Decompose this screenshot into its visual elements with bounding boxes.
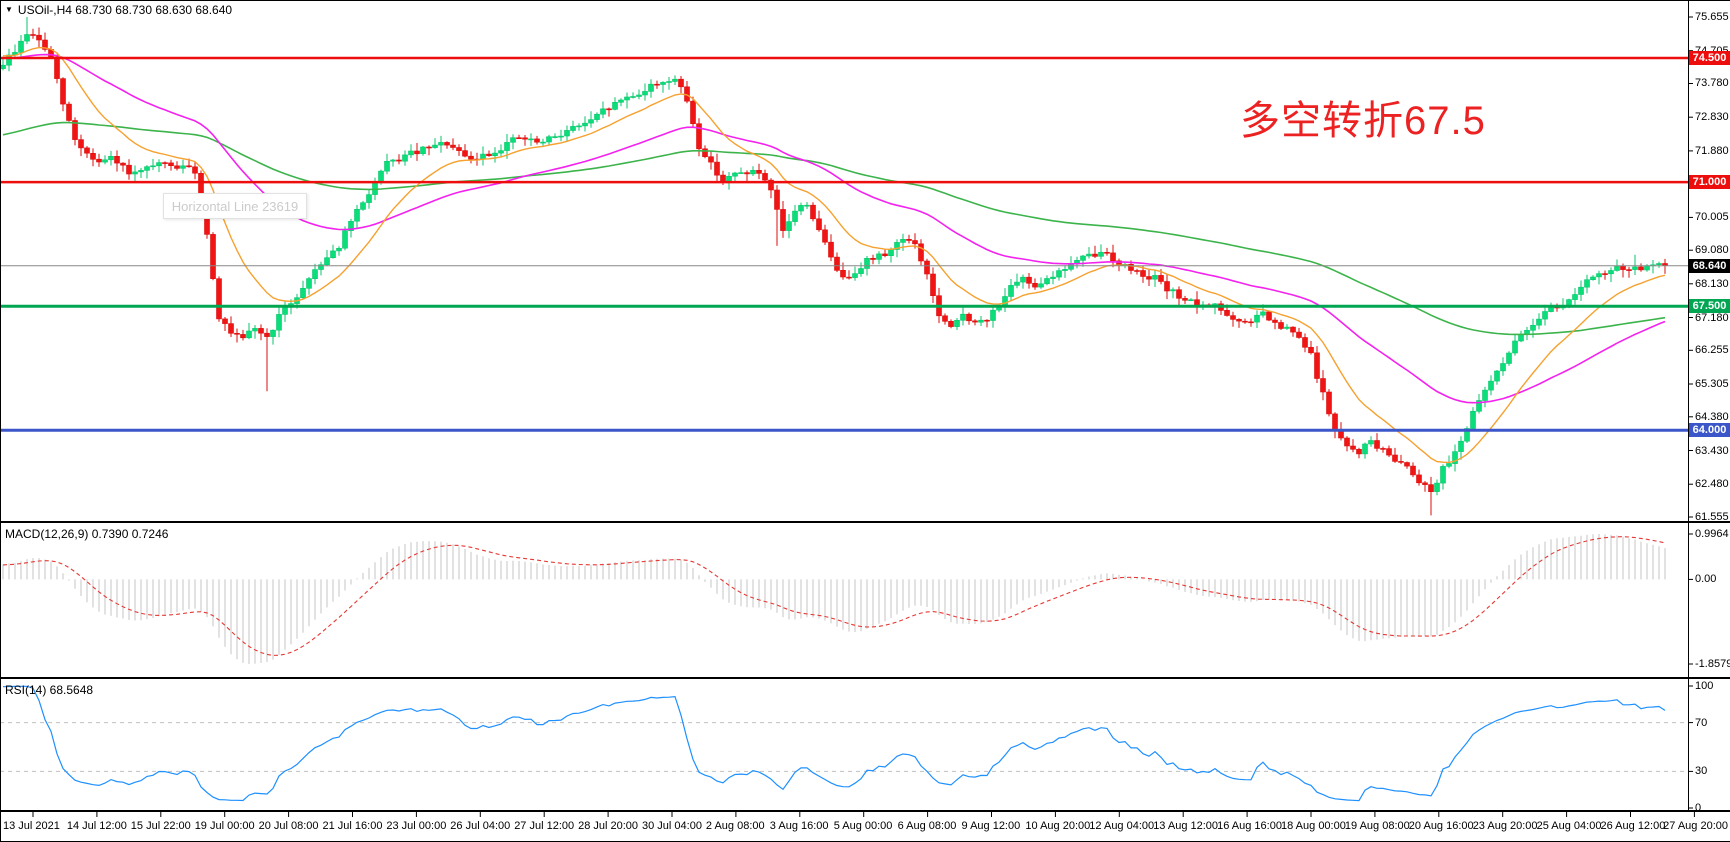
price-level-tag: 67.500 [1689, 299, 1730, 314]
time-tick-label: 9 Aug 12:00 [961, 820, 1021, 832]
price-tick-label: 62.480 [1695, 478, 1729, 491]
symbol-dropdown-icon[interactable]: ▼ [5, 5, 13, 14]
time-tick-label: 26 Aug 12:00 [1600, 820, 1666, 832]
time-tick-label: 27 Jul 12:00 [514, 820, 575, 832]
rsi-indicator-label: RSI(14) 68.5648 [5, 683, 94, 697]
time-tick-label: 6 Aug 08:00 [897, 820, 957, 832]
time-tick-label: 5 Aug 00:00 [833, 820, 893, 832]
object-tooltip: Horizontal Line 23619 [163, 193, 307, 219]
price-level-tag: 74.500 [1689, 50, 1730, 65]
annotation-text: 多空转折67.5 [1240, 99, 1486, 143]
time-tick-label: 21 Jul 16:00 [322, 820, 383, 832]
macd-panel [2, 534, 1666, 664]
symbol-ohlc-text: USOil-,H4 68.730 68.730 68.630 68.640 [17, 3, 233, 17]
rsi-tick-label: 100 [1695, 680, 1714, 692]
price-tick-label: 70.005 [1695, 211, 1729, 224]
price-level-tag: 71.000 [1689, 175, 1730, 190]
time-tick-label: 3 Aug 16:00 [769, 820, 829, 832]
time-tick-label: 16 Aug 16:00 [1217, 820, 1282, 832]
time-tick-label: 25 Aug 04:00 [1536, 820, 1602, 832]
time-tick-label: 28 Jul 20:00 [578, 820, 639, 832]
time-tick-label: 14 Jul 12:00 [66, 820, 127, 832]
time-tick-label: 13 Jul 2021 [3, 820, 60, 832]
time-tick-label: 10 Aug 20:00 [1025, 820, 1091, 832]
current-price-tag: 68.640 [1689, 258, 1730, 273]
rsi-panel [0, 685, 1688, 802]
rsi-tick-label: 30 [1695, 765, 1708, 778]
rsi-tick-label: 0 [1695, 802, 1702, 814]
macd-indicator-label: MACD(12,26,9) 0.7390 0.7246 [5, 527, 169, 541]
price-tick-label: 73.780 [1695, 77, 1729, 90]
price-tick-label: 63.430 [1695, 444, 1729, 457]
time-tick-label: 23 Aug 20:00 [1472, 820, 1538, 832]
macd-tick-label: -1.8579 [1695, 658, 1730, 670]
time-tick-label: 18 Aug 00:00 [1281, 820, 1346, 832]
price-tick-label: 64.380 [1695, 410, 1729, 423]
price-tick-label: 67.180 [1695, 311, 1729, 324]
time-tick-label: 13 Aug 12:00 [1153, 820, 1219, 832]
time-tick-label: 23 Jul 00:00 [386, 820, 447, 832]
price-tick-label: 65.305 [1695, 378, 1729, 391]
price-tick-label: 72.830 [1695, 111, 1729, 124]
time-tick-label: 12 Aug 04:00 [1089, 820, 1155, 832]
symbol-header: ▼ USOil-,H4 68.730 68.730 68.630 68.640 [5, 3, 232, 17]
macd-tick-label: 0.00 [1695, 573, 1717, 586]
time-tick-label: 30 Jul 04:00 [642, 820, 702, 832]
time-tick-label: 19 Aug 08:00 [1344, 820, 1410, 832]
price-tick-label: 71.880 [1695, 144, 1729, 157]
time-tick-label: 20 Jul 08:00 [258, 820, 319, 832]
horizontal-level-lines[interactable] [0, 56, 1688, 432]
time-tick-label: 19 Jul 00:00 [194, 820, 255, 832]
price-tick-label: 75.655 [1695, 11, 1729, 23]
time-tick-label: 26 Jul 04:00 [450, 820, 511, 832]
tooltip-text: Horizontal Line 23619 [171, 198, 299, 214]
rsi-tick-label: 70 [1695, 716, 1708, 729]
time-tick-label: 27 Aug 20:00 [1663, 820, 1728, 832]
time-tick-label: 20 Aug 16:00 [1408, 820, 1474, 832]
price-level-tag: 64.000 [1689, 423, 1730, 438]
time-tick-label: 2 Aug 08:00 [705, 820, 765, 832]
price-tick-label: 69.080 [1695, 244, 1729, 257]
macd-tick-label: 0.9964 [1695, 528, 1729, 540]
price-tick-label: 61.555 [1695, 511, 1729, 523]
price-tick-label: 68.130 [1695, 277, 1729, 290]
candlesticks [0, 17, 1668, 516]
time-tick-label: 15 Jul 22:00 [130, 820, 191, 832]
price-tick-label: 66.255 [1695, 344, 1729, 357]
